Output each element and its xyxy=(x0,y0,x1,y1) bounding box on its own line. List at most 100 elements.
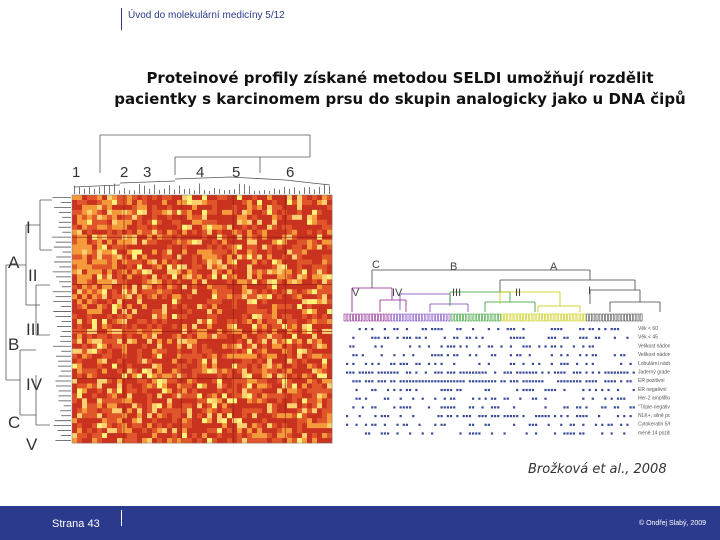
heatmap-cell xyxy=(327,244,333,250)
annotation-dot xyxy=(598,371,601,374)
annotation-dot xyxy=(449,380,453,383)
heatmap-cell xyxy=(157,299,163,305)
heatmap-cell xyxy=(187,214,193,221)
annotation-dot xyxy=(361,354,364,357)
heatmap-cell xyxy=(232,284,238,290)
heatmap-cell xyxy=(182,388,188,394)
annotation-dot xyxy=(352,336,355,339)
heatmap-cell xyxy=(287,309,293,315)
heatmap-cell xyxy=(177,254,183,260)
heatmap-cell xyxy=(77,438,83,444)
heatmap-cell xyxy=(237,418,243,424)
heatmap-cell xyxy=(257,229,263,235)
heatmap-cell xyxy=(92,413,98,419)
heatmap-cell xyxy=(127,314,133,320)
heatmap-cell xyxy=(97,249,103,255)
heatmap-cell xyxy=(212,428,218,434)
heatmap-cell xyxy=(192,413,198,419)
heatmap-cell xyxy=(182,348,188,355)
heatmap-cell xyxy=(77,368,83,374)
heatmap-cell xyxy=(122,299,128,305)
annotation-dot xyxy=(528,388,531,392)
heatmap-cell xyxy=(287,433,293,439)
heatmap-cell xyxy=(327,259,333,265)
heatmap-cell xyxy=(202,274,208,280)
annotation-dot xyxy=(393,328,396,331)
annotation-dot xyxy=(623,397,626,400)
heatmap-cell xyxy=(262,264,268,270)
heatmap-cell xyxy=(92,423,98,429)
heatmap-cell xyxy=(302,398,308,404)
heatmap-cell xyxy=(142,378,148,384)
heatmap-cell xyxy=(257,438,263,444)
annotation-dot xyxy=(399,362,402,365)
heatmap-cell xyxy=(247,204,253,211)
heatmap-cell xyxy=(122,373,128,379)
sample-tip xyxy=(564,313,567,322)
annotation-dot xyxy=(585,380,588,383)
heatmap-cell xyxy=(307,254,313,260)
heatmap-cell xyxy=(122,408,128,414)
heatmap-cell xyxy=(142,338,148,345)
heatmap-cell xyxy=(187,289,193,295)
annotation-dot xyxy=(582,345,585,348)
sample-tip xyxy=(482,313,485,322)
heatmap-cell xyxy=(212,438,218,444)
heatmap-cell xyxy=(142,383,148,389)
heatmap-cell xyxy=(122,398,128,404)
heatmap-cell xyxy=(227,423,233,429)
heatmap-cell xyxy=(292,348,298,355)
annotation-dot xyxy=(390,371,393,374)
heatmap-cell xyxy=(322,199,328,206)
annotation-dot xyxy=(620,362,623,365)
heatmap-cell xyxy=(302,289,308,295)
heatmap-cell xyxy=(117,438,123,444)
heatmap-cell xyxy=(137,353,143,359)
heatmap-cell xyxy=(107,214,113,221)
heatmap-cell xyxy=(122,428,128,434)
annotation-dot xyxy=(582,397,585,400)
heatmap-cell xyxy=(207,309,213,315)
annotation-dot xyxy=(531,388,535,392)
heatmap-cell xyxy=(302,249,308,255)
annotation-dot xyxy=(525,432,528,435)
heatmap-cell xyxy=(167,314,173,320)
sample-tip xyxy=(444,313,448,322)
heatmap-cell xyxy=(222,299,228,305)
heatmap-cell xyxy=(302,214,308,221)
heatmap-cell xyxy=(127,214,133,221)
heatmap-cell xyxy=(162,269,168,275)
heatmap-cell xyxy=(157,438,163,444)
heatmap-cell xyxy=(97,338,103,345)
heatmap-cell xyxy=(212,403,218,409)
heatmap-cell xyxy=(162,333,168,340)
heatmap-cell xyxy=(167,304,173,310)
annotation-dot xyxy=(598,415,601,418)
annotation-dot xyxy=(399,388,402,392)
annotation-dot xyxy=(453,345,456,348)
heatmap-cell xyxy=(212,383,218,389)
heatmap-cell xyxy=(212,284,218,290)
heatmap-cell xyxy=(202,373,208,379)
heatmap-cell xyxy=(182,219,188,226)
annotation-dot xyxy=(563,432,566,435)
annotation-dot xyxy=(364,371,368,374)
heatmap-cell xyxy=(272,224,278,231)
heatmap-cell xyxy=(107,358,113,364)
heatmap-cell xyxy=(207,428,213,434)
annotation-dot xyxy=(535,380,538,383)
heatmap-cell xyxy=(202,343,208,350)
heatmap-cell xyxy=(277,284,283,290)
heatmap-cell xyxy=(142,274,148,280)
heatmap-cell xyxy=(147,259,153,265)
heatmap-cell xyxy=(232,204,238,211)
heatmap-cell xyxy=(182,428,188,434)
heatmap-cell xyxy=(267,333,273,340)
heatmap-cell xyxy=(127,418,133,424)
heatmap-cell xyxy=(247,284,253,290)
heatmap-cell xyxy=(77,224,83,231)
annotation-dot xyxy=(632,371,635,374)
heatmap-cell xyxy=(87,388,93,394)
heatmap-cell xyxy=(207,264,213,270)
